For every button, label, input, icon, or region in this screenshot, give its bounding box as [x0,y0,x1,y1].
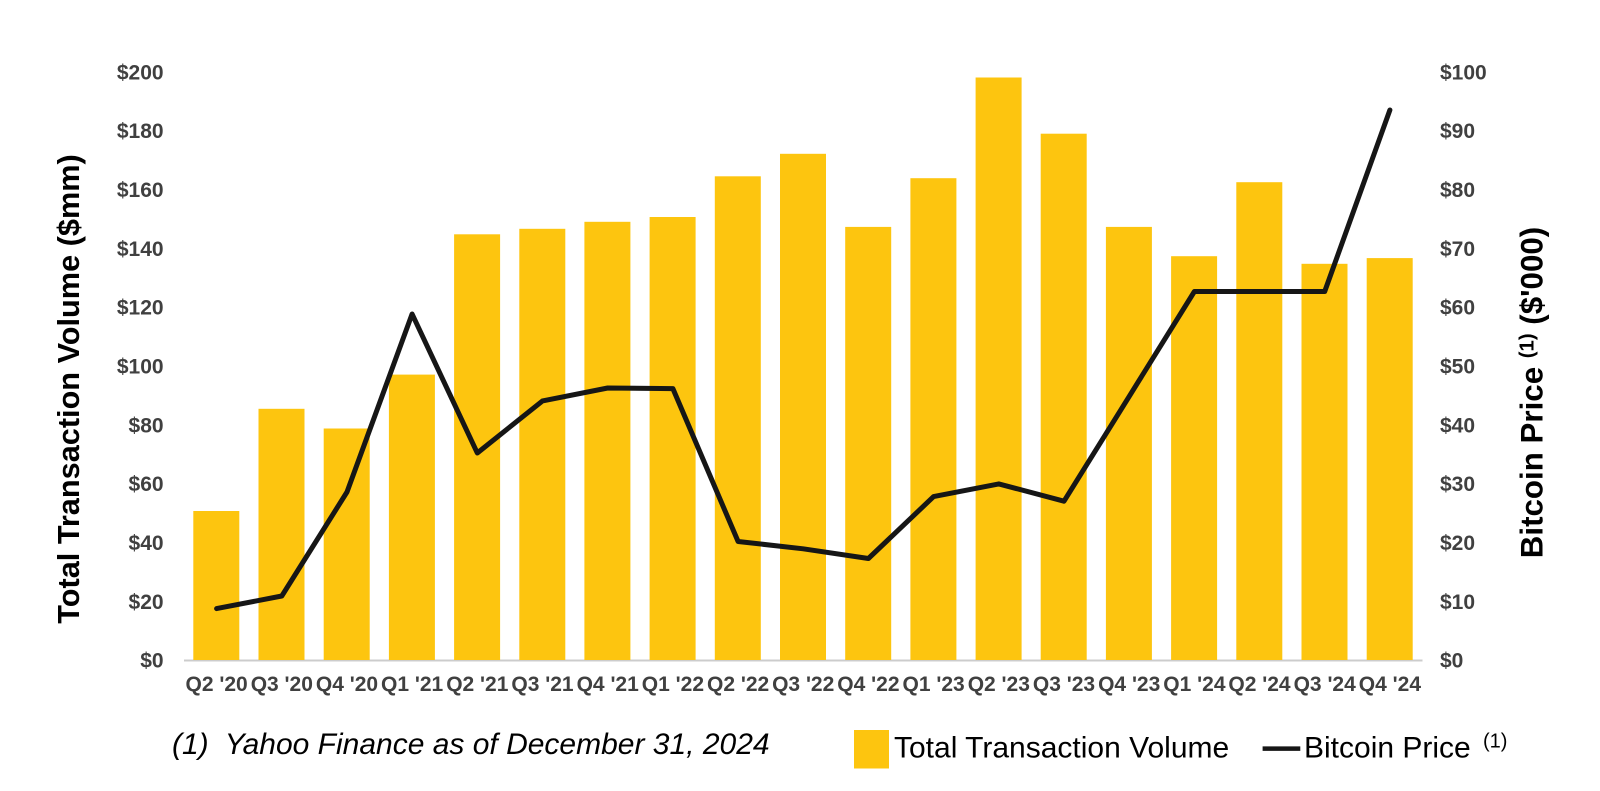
svg-text:$100: $100 [117,356,164,379]
svg-text:Q4 '24: Q4 '24 [1359,673,1422,696]
svg-text:Bitcoin Price: Bitcoin Price [1304,731,1471,764]
svg-text:$120: $120 [117,297,164,320]
svg-text:$70: $70 [1440,238,1475,261]
svg-text:$60: $60 [129,473,164,496]
svg-text:$180: $180 [117,120,164,143]
svg-text:$100: $100 [1440,61,1487,84]
svg-text:Q4 '21: Q4 '21 [577,673,640,696]
svg-text:Q2 '24: Q2 '24 [1228,673,1291,696]
svg-text:$140: $140 [117,238,164,261]
svg-text:Q2 '20: Q2 '20 [185,673,247,696]
svg-text:$10: $10 [1440,591,1475,614]
svg-text:Q2 '22: Q2 '22 [707,673,769,696]
svg-text:Q4 '20: Q4 '20 [316,673,378,696]
svg-text:Q2 '21: Q2 '21 [446,673,509,696]
svg-text:Q3 '22: Q3 '22 [772,673,834,696]
svg-text:$0: $0 [140,650,163,673]
svg-text:Q1 '23: Q1 '23 [902,673,964,696]
svg-text:$160: $160 [117,179,164,202]
svg-text:Q3 '21: Q3 '21 [511,673,574,696]
svg-text:$20: $20 [129,591,164,614]
svg-text:$40: $40 [1440,414,1475,437]
svg-text:$90: $90 [1440,120,1475,143]
svg-text:Total Transaction Volume: Total Transaction Volume [894,731,1229,764]
svg-text:Q4 '22: Q4 '22 [837,673,899,696]
svg-text:$50: $50 [1440,356,1475,379]
svg-text:$80: $80 [1440,179,1475,202]
svg-text:$60: $60 [1440,297,1475,320]
svg-text:Q3 '24: Q3 '24 [1294,673,1357,696]
svg-text:Q3 '20: Q3 '20 [251,673,313,696]
svg-text:Total Transaction Volume ($mm): Total Transaction Volume ($mm) [51,154,86,623]
svg-text:Q1 '24: Q1 '24 [1163,673,1226,696]
svg-text:$80: $80 [129,414,164,437]
svg-text:$0: $0 [1440,650,1463,673]
svg-text:Q4 '23: Q4 '23 [1098,673,1160,696]
svg-text:$30: $30 [1440,473,1475,496]
svg-text:Q1 '21: Q1 '21 [381,673,444,696]
svg-text:$200: $200 [117,61,164,84]
svg-text:$20: $20 [1440,532,1475,555]
svg-text:Bitcoin Price (1) ($'000): Bitcoin Price (1) ($'000) [1515,227,1550,558]
svg-text:Q3 '23: Q3 '23 [1033,673,1095,696]
svg-text:$40: $40 [129,532,164,555]
svg-text:Q1 '22: Q1 '22 [642,673,704,696]
svg-text:(1): (1) [1483,731,1507,753]
svg-text:(1) Yahoo Finance as of Decem: (1) Yahoo Finance as of December 31, 202… [172,728,770,761]
svg-text:Q2 '23: Q2 '23 [968,673,1030,696]
